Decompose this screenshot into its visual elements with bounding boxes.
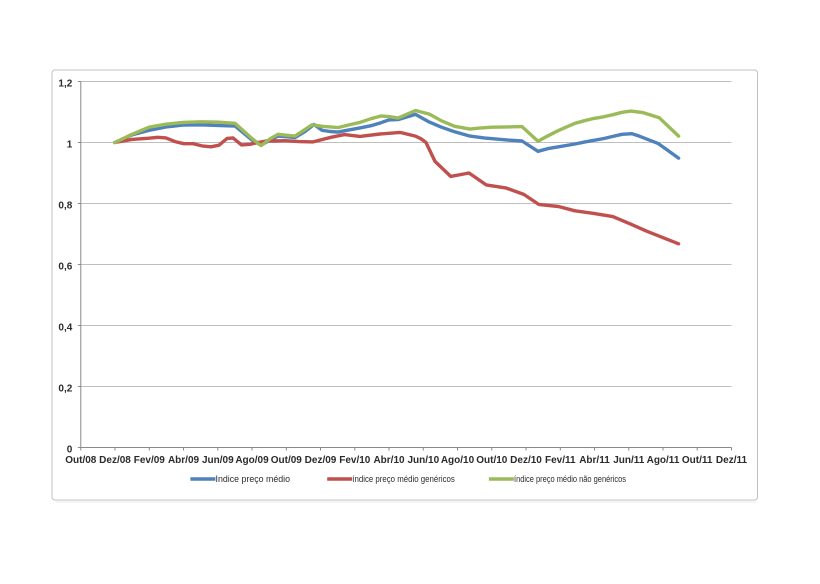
svg-text:Fev/11: Fev/11: [545, 455, 576, 466]
svg-text:Dez/09: Dez/09: [305, 455, 337, 466]
svg-text:0,4: 0,4: [58, 323, 72, 334]
svg-text:Dez/10: Dez/10: [510, 455, 542, 466]
svg-text:Out/10: Out/10: [476, 455, 508, 466]
svg-text:Ago/10: Ago/10: [441, 455, 475, 466]
svg-text:Dez/08: Dez/08: [99, 455, 131, 466]
svg-text:Abr/09: Abr/09: [168, 455, 200, 466]
svg-text:Out/09: Out/09: [271, 455, 303, 466]
svg-text:Jun/11: Jun/11: [613, 455, 645, 466]
svg-text:Dez/11: Dez/11: [716, 455, 748, 466]
svg-text:Ago/11: Ago/11: [647, 455, 680, 466]
svg-text:Fev/09: Fev/09: [134, 455, 166, 466]
svg-text:0,8: 0,8: [58, 201, 72, 212]
svg-text:índice preço médio genéricos: índice preço médio genéricos: [352, 474, 455, 484]
svg-text:Jun/10: Jun/10: [407, 455, 439, 466]
svg-text:Out/08: Out/08: [65, 455, 97, 466]
svg-text:1: 1: [67, 140, 73, 151]
svg-text:1,2: 1,2: [58, 79, 72, 90]
svg-text:Indice preço médio: Indice preço médio: [216, 474, 291, 484]
svg-text:Abr/11: Abr/11: [579, 455, 610, 466]
svg-text:0,2: 0,2: [58, 384, 72, 395]
svg-text:0,6: 0,6: [58, 262, 72, 273]
svg-text:0: 0: [67, 445, 73, 456]
svg-text:Ago/09: Ago/09: [235, 455, 269, 466]
svg-text:Abr/10: Abr/10: [373, 455, 405, 466]
svg-text:índice preço médio não genéric: índice preço médio não genéricos: [514, 474, 626, 484]
svg-text:Fev/10: Fev/10: [339, 455, 371, 466]
svg-text:Jun/09: Jun/09: [202, 455, 234, 466]
svg-text:Out/11: Out/11: [682, 455, 713, 466]
